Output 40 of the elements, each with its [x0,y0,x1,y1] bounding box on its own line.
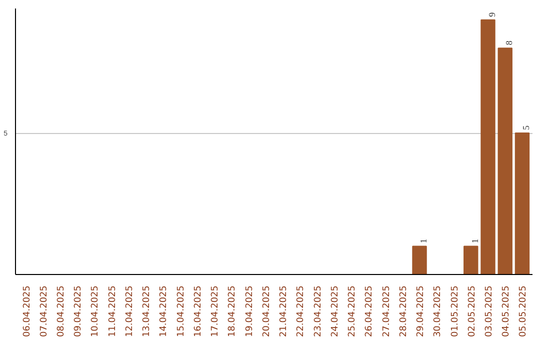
x-tick-label: 25.04.2025 [348,286,358,338]
x-tick-label: 05.05.2025 [518,286,529,338]
x-tick-label: 21.04.2025 [279,286,290,338]
x-tick-label: 17.04.2025 [210,286,221,338]
x-tick-label: 14.04.2025 [159,286,170,338]
x-tick-label: 23.04.2025 [313,286,324,338]
x-tick-label: 12.04.2025 [124,286,135,338]
x-tick-label: 04.05.2025 [502,286,512,338]
x-tick-label: 28.04.2025 [398,286,409,338]
x-tick-label: 22.04.2025 [296,286,306,338]
x-tick-label: 11.04.2025 [108,286,118,338]
x-tick-label: 27.04.2025 [382,286,392,338]
x-tick-label: 10.04.2025 [90,286,101,338]
x-tick-label: 19.04.2025 [244,286,255,338]
data-label: 1 [470,238,480,244]
x-tick-label: 29.04.2025 [416,286,426,338]
data-label: 1 [418,238,429,244]
bar [412,246,427,274]
x-tick-label: 06.04.2025 [22,286,32,338]
x-tick-label: 16.04.2025 [193,286,204,338]
x-tick-label: 30.04.2025 [433,286,444,338]
x-tick-label: 02.05.2025 [467,286,478,338]
x-tick-label: 18.04.2025 [228,286,238,338]
x-tick-label: 20.04.2025 [262,286,272,338]
x-tick-label: 07.04.2025 [39,286,50,338]
data-label: 5 [521,125,532,130]
data-label: 9 [486,12,497,17]
x-tick-label: 24.04.2025 [330,286,340,338]
data-label: 8 [504,40,514,46]
x-tick-label: 13.04.2025 [142,286,152,338]
bar [498,48,512,274]
x-tick-label: 03.05.2025 [484,286,494,338]
x-tick-label: 01.05.2025 [450,286,460,338]
x-tick-label: 08.04.2025 [56,286,67,338]
x-tick-label: 15.04.2025 [176,286,186,338]
x-tick-label: 09.04.2025 [74,286,84,338]
bar [464,246,478,274]
x-tick-label: 26.04.2025 [364,286,375,338]
bar [514,132,530,274]
bar [480,19,496,274]
